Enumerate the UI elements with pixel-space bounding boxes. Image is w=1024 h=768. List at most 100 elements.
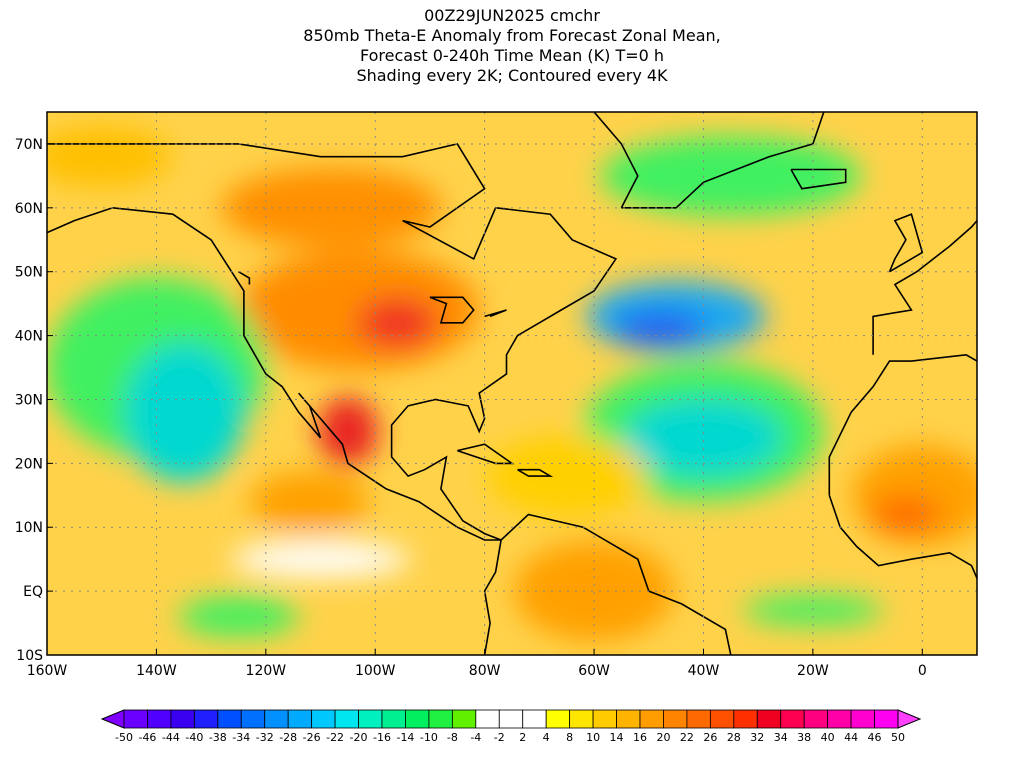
plot-area — [47, 112, 977, 655]
colorbar-label: -8 — [447, 731, 458, 744]
colorbar: -50 -46 -44 -40 -38 -34 -32 -28 -26 -22 -20 -16 -14-… — [100, 709, 922, 744]
latitude-axis: 70N 60N 50N 40N 30N 20N 10N EQ 10S — [15, 137, 53, 664]
colorbar-box — [334, 709, 359, 729]
colorbar-box — [498, 709, 524, 729]
lat-tick-label: EQ — [23, 584, 43, 600]
colorbar-label: 40 — [821, 731, 835, 744]
colorbar-box — [780, 709, 805, 729]
colorbar-box — [874, 709, 899, 729]
colorbar-box — [686, 709, 711, 729]
shade-pacific-cyan — [123, 342, 244, 483]
colorbar-box — [475, 709, 500, 729]
colorbar-label: 34 — [774, 731, 788, 744]
lon-tick-label: 60W — [578, 663, 610, 679]
coastline-segment — [872, 220, 977, 355]
colorbar-label: -32 — [256, 731, 274, 744]
colorbar-label: -14 — [396, 731, 414, 744]
coastline-segment — [621, 112, 825, 209]
colorbar-box — [405, 709, 430, 729]
colorbar-label: -10 — [420, 731, 438, 744]
colorbar-box — [264, 709, 289, 729]
shade-east-pacific-orange — [249, 471, 370, 532]
shade-plains-hot — [357, 297, 438, 348]
lat-tick-label: 10S — [16, 648, 43, 664]
lon-tick-label: 140W — [136, 663, 177, 679]
colorbar-label: 46 — [868, 731, 882, 744]
coastline-segment — [483, 539, 502, 655]
shade-africa-hot — [870, 496, 941, 533]
title-line-3: Forecast 0-240h Time Mean (K) T=0 h — [359, 46, 665, 65]
coastline-segment — [593, 112, 639, 209]
lat-tick-label: 40N — [15, 329, 43, 345]
colorbar-label: 28 — [727, 731, 741, 744]
colorbar-box — [170, 709, 195, 729]
plot-frame — [46, 111, 978, 656]
coastline-segment — [238, 271, 251, 285]
colorbar-label: -22 — [326, 731, 344, 744]
anomaly-shading — [47, 126, 977, 642]
colorbar-label: 22 — [680, 731, 694, 744]
colorbar-box — [522, 709, 547, 729]
colorbar-label: -20 — [350, 731, 368, 744]
colorbar-label: -44 — [162, 731, 180, 744]
title-line-1: 00Z29JUN2025 cmchr — [424, 6, 600, 25]
colorbar-label: -4 — [470, 731, 481, 744]
colorbar-box — [569, 709, 594, 729]
colorbar-arrow-left — [100, 709, 125, 729]
colorbar-label: -2 — [494, 731, 505, 744]
colorbar-label: 10 — [586, 731, 600, 744]
shade-north-atlantic-deep — [614, 311, 705, 348]
shade-n-america-warm — [238, 250, 479, 371]
colorbar-label: -46 — [138, 731, 156, 744]
shade-south-america-orange — [514, 541, 675, 642]
map-title: 00Z29JUN2025 cmchr 850mb Theta-E Anomaly… — [0, 6, 1024, 86]
coastline-segment — [47, 142, 618, 541]
lon-tick-label: 0 — [918, 663, 927, 679]
colorbar-box — [217, 709, 242, 729]
colorbar-box — [287, 709, 313, 729]
lat-tick-label: 50N — [15, 265, 43, 281]
coastline-segment — [790, 168, 847, 190]
shade-alaska-yellow — [47, 126, 172, 187]
colorbar-box — [639, 709, 664, 729]
coastline-segment — [484, 309, 507, 318]
colorbar-label: 14 — [610, 731, 624, 744]
colorbar-label: 44 — [844, 731, 858, 744]
colorbar-label: 2 — [519, 731, 526, 744]
colorbar-label: -38 — [209, 731, 227, 744]
lat-tick-label: 10N — [15, 520, 43, 536]
lat-tick-label: 20N — [15, 456, 43, 472]
colorbar-label: 26 — [703, 731, 717, 744]
lon-tick-label: 20W — [797, 663, 829, 679]
gridlines — [47, 112, 977, 655]
shade-greenland-green — [600, 135, 861, 216]
shade-atlantic-cyan — [623, 397, 784, 478]
colorbar-label: 50 — [891, 731, 905, 744]
colorbar-box — [850, 709, 875, 729]
coastline-segment — [517, 468, 554, 477]
colorbar-box — [733, 709, 758, 729]
colorbar-label: -28 — [279, 731, 297, 744]
colorbar-label: 4 — [543, 731, 550, 744]
colorbar-label: 38 — [797, 731, 811, 744]
colorbar-label: 32 — [750, 731, 764, 744]
shade-south-atlantic-green — [742, 595, 883, 626]
lon-tick-label: 80W — [469, 663, 501, 679]
lon-tick-label: 120W — [246, 663, 287, 679]
title-line-4: Shading every 2K; Contoured every 4K — [356, 66, 668, 85]
colorbar-box — [147, 709, 172, 729]
shade-mexico-hot — [317, 396, 378, 467]
colorbar-box — [381, 709, 406, 729]
colorbar-box — [451, 709, 477, 729]
longitude-axis: 160W 140W 120W 100W 80W 60W 40W 20W 0 — [27, 649, 927, 679]
colorbar-label: -34 — [232, 731, 250, 744]
lon-tick-label: 40W — [688, 663, 720, 679]
colorbar-box — [240, 709, 266, 729]
colorbar-box — [827, 709, 852, 729]
shade-canada-orange — [221, 167, 442, 248]
colorbar-box — [756, 709, 782, 729]
colorbar-label: -16 — [373, 731, 391, 744]
lat-tick-label: 60N — [15, 201, 43, 217]
colorbar-box — [311, 709, 336, 729]
